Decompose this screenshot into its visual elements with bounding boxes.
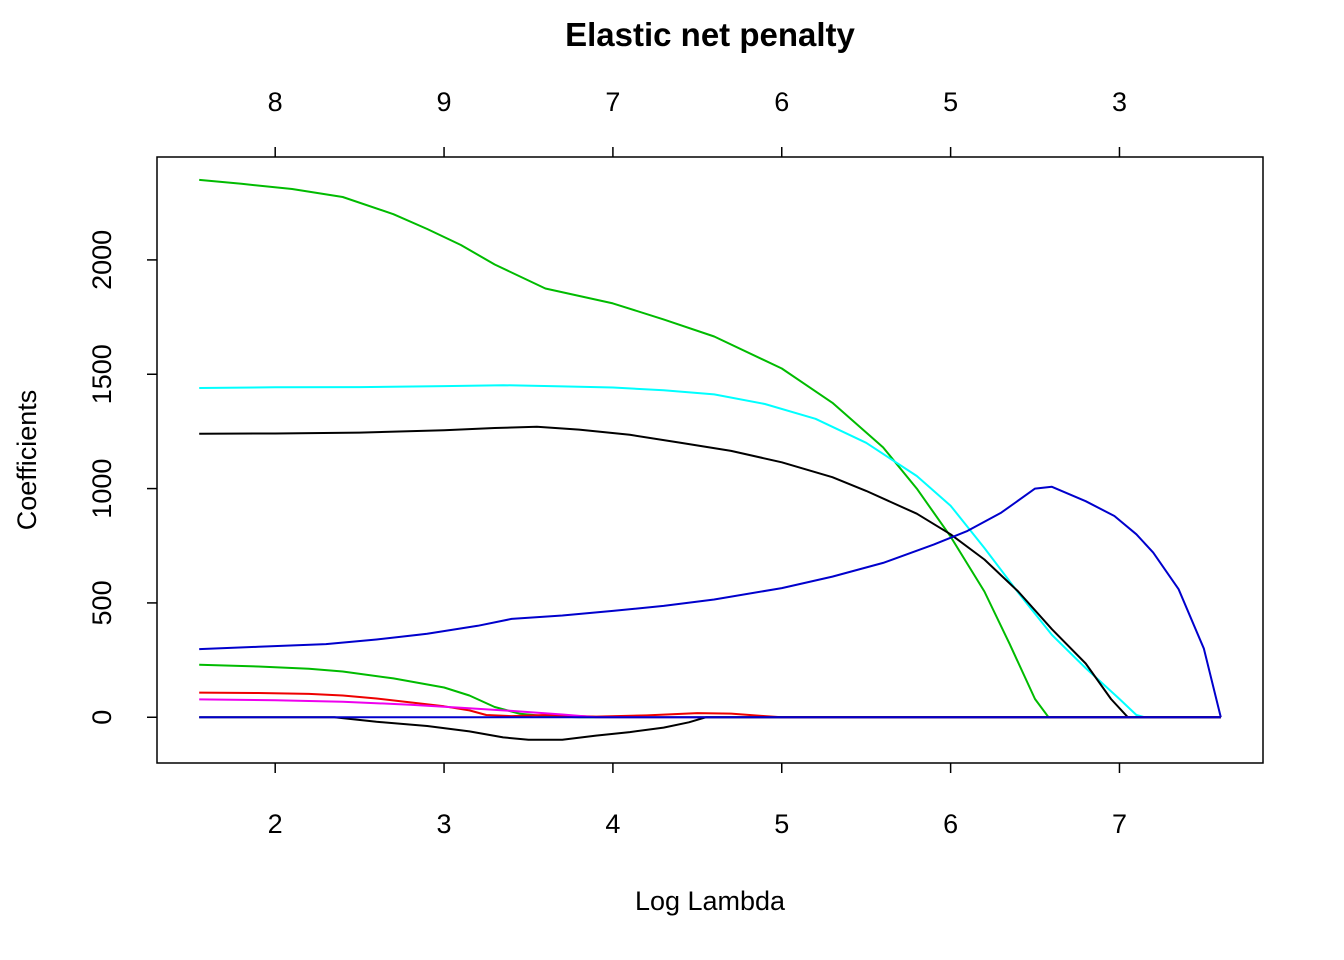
top-tick-label: 7 bbox=[605, 87, 620, 117]
y-tick-label: 0 bbox=[87, 710, 117, 725]
chart-title: Elastic net penalty bbox=[565, 16, 855, 53]
series-line-2 bbox=[199, 384, 1221, 719]
y-tick-label: 1500 bbox=[87, 344, 117, 404]
series-line-4 bbox=[199, 485, 1222, 718]
x-tick-label: 2 bbox=[268, 809, 283, 839]
series-line-1 bbox=[199, 178, 1221, 719]
x-axis-label: Log Lambda bbox=[635, 886, 786, 916]
series-line-8 bbox=[199, 716, 1221, 741]
x-tick-label: 3 bbox=[437, 809, 452, 839]
x-tick-label: 7 bbox=[1112, 809, 1127, 839]
x-tick-label: 5 bbox=[774, 809, 789, 839]
axes-group: 2 3 4 5 6 7 8 9 7 6 5 3 0 500 1000 1500 2000 bbox=[87, 87, 1127, 839]
series-line-7 bbox=[199, 698, 1221, 719]
series-group bbox=[199, 178, 1222, 741]
top-tick-label: 6 bbox=[774, 87, 789, 117]
y-tick-label: 2000 bbox=[87, 230, 117, 290]
x-tick-label: 6 bbox=[943, 809, 958, 839]
top-tick-label: 5 bbox=[943, 87, 958, 117]
series-line-3 bbox=[199, 425, 1221, 719]
top-tick-label: 3 bbox=[1112, 87, 1127, 117]
series-line-6 bbox=[199, 691, 1221, 719]
y-tick-label: 500 bbox=[87, 580, 117, 625]
series-line-5 bbox=[199, 663, 1221, 719]
y-tick-label: 1000 bbox=[87, 459, 117, 519]
top-tick-label: 8 bbox=[268, 87, 283, 117]
y-axis-label: Coefficients bbox=[12, 390, 42, 531]
x-tick-label: 4 bbox=[605, 809, 620, 839]
plot-area bbox=[156, 156, 1264, 764]
top-tick-label: 9 bbox=[437, 87, 452, 117]
